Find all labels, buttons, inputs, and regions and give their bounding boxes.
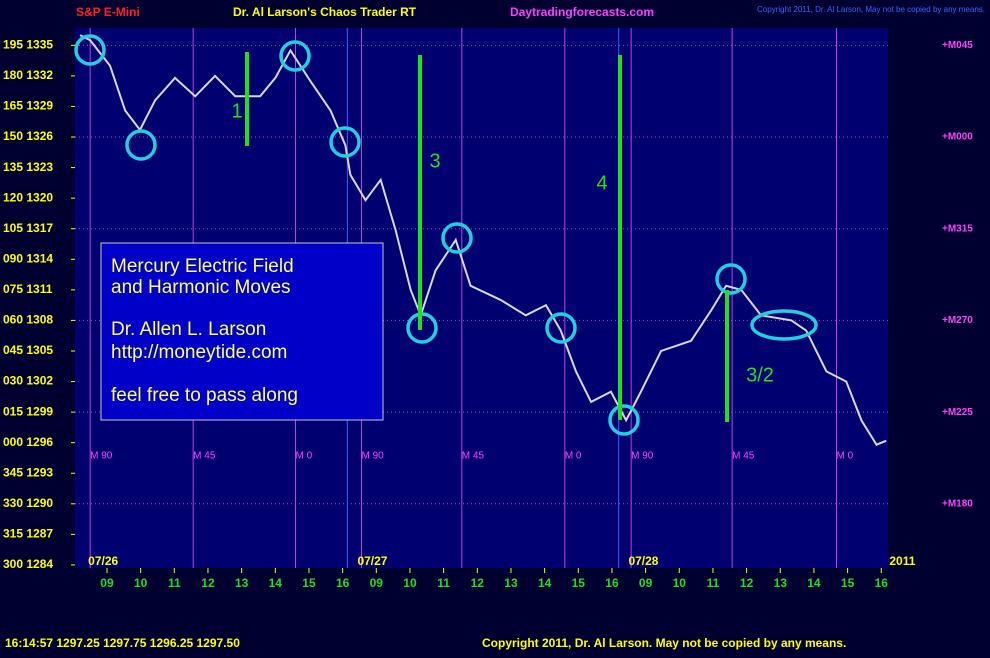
marker-label: M 90 bbox=[631, 451, 654, 462]
x-tick-label: 15 bbox=[302, 576, 316, 590]
x-tick-label: 13 bbox=[774, 576, 788, 590]
x-tick-label: 12 bbox=[740, 576, 754, 590]
annotation: 4 bbox=[596, 172, 607, 194]
chart-title: Dr. Al Larson's Chaos Trader RT bbox=[233, 5, 417, 19]
date-label: 2011 bbox=[889, 554, 915, 568]
date-label: 07/27 bbox=[357, 554, 387, 568]
marker-label: M 45 bbox=[193, 451, 216, 462]
x-tick-label: 15 bbox=[841, 576, 855, 590]
marker-label: M 45 bbox=[462, 451, 485, 462]
circles bbox=[74, 34, 818, 436]
y2-tick-label: +M315 bbox=[942, 223, 973, 234]
annotation: 1 bbox=[231, 100, 242, 122]
x-tick-label: 15 bbox=[572, 576, 586, 590]
y-tick-label: 030 1302 bbox=[3, 374, 53, 388]
x-tick-label: 12 bbox=[471, 576, 485, 590]
y-tick-label: 330 1290 bbox=[3, 496, 53, 510]
x-tick-label: 12 bbox=[201, 576, 215, 590]
note-line: http://moneytide.com bbox=[111, 342, 287, 363]
marker-label: M 0 bbox=[296, 451, 313, 462]
y-tick-label: 195 1335 bbox=[3, 37, 53, 51]
y2-tick-label: +M270 bbox=[942, 315, 973, 326]
x-tick-label: 16 bbox=[875, 576, 889, 590]
y-tick-label: 105 1317 bbox=[3, 221, 53, 235]
marker-label: M 0 bbox=[565, 451, 582, 462]
x-tick-label: 10 bbox=[673, 576, 687, 590]
copyright-top: Copyright 2011, Dr. Al Larson, May not b… bbox=[757, 5, 985, 14]
x-tick-label: 09 bbox=[100, 576, 114, 590]
y-tick-label: 315 1287 bbox=[3, 527, 53, 541]
date-label: 07/28 bbox=[628, 554, 658, 568]
site: Daytradingforecasts.com bbox=[510, 5, 654, 19]
y-tick-label: 345 1293 bbox=[3, 465, 53, 479]
y2-tick-label: +M045 bbox=[942, 40, 973, 51]
x-tick-label: 13 bbox=[504, 576, 518, 590]
marker-label: M 90 bbox=[90, 451, 113, 462]
y-tick-label: 120 1320 bbox=[3, 190, 53, 204]
x-tick-label: 14 bbox=[538, 576, 552, 590]
annotation: 3/2 bbox=[746, 364, 774, 386]
note-line: Mercury Electric Field bbox=[111, 256, 294, 277]
note-line: feel free to pass along bbox=[111, 385, 298, 406]
marker-label: M 90 bbox=[361, 451, 384, 462]
marker-label: M 0 bbox=[836, 451, 853, 462]
y2-tick-label: +M000 bbox=[942, 132, 973, 143]
y-tick-label: 135 1323 bbox=[3, 160, 53, 174]
price-line bbox=[79, 34, 887, 446]
x-tick-label: 13 bbox=[235, 576, 249, 590]
x-tick-label: 09 bbox=[639, 576, 653, 590]
y2-tick-label: +M225 bbox=[942, 407, 973, 418]
y-tick-label: 180 1332 bbox=[3, 68, 53, 82]
annotation: 3 bbox=[429, 150, 440, 172]
symbol: S&P E-Mini bbox=[76, 5, 140, 19]
y-tick-label: 075 1311 bbox=[3, 282, 53, 296]
y-tick-label: 300 1284 bbox=[3, 557, 53, 571]
note-line: Dr. Allen L. Larson bbox=[111, 319, 266, 340]
note-line: and Harmonic Moves bbox=[111, 277, 291, 298]
x-tick-label: 11 bbox=[707, 576, 720, 590]
y-tick-label: 015 1299 bbox=[3, 404, 53, 418]
x-tick-label: 14 bbox=[807, 576, 821, 590]
x-tick-label: 14 bbox=[269, 576, 283, 590]
y-tick-label: 165 1329 bbox=[3, 99, 53, 113]
y2-tick-label: +M180 bbox=[942, 498, 973, 509]
y-tick-label: 060 1308 bbox=[3, 313, 53, 327]
marker-label: M 45 bbox=[732, 451, 755, 462]
footer-quote: 16:14:57 1297.25 1297.75 1296.25 1297.50 bbox=[5, 636, 240, 650]
date-label: 07/26 bbox=[88, 554, 118, 568]
x-tick-label: 10 bbox=[403, 576, 417, 590]
x-tick-label: 11 bbox=[168, 576, 181, 590]
x-tick-label: 16 bbox=[336, 576, 350, 590]
green-bars bbox=[245, 52, 729, 422]
note-box bbox=[100, 242, 384, 421]
x-tick-label: 09 bbox=[370, 576, 384, 590]
x-tick-label: 10 bbox=[134, 576, 148, 590]
footer-copyright: Copyright 2011, Dr. Al Larson. May not b… bbox=[482, 636, 846, 650]
x-tick-label: 11 bbox=[437, 576, 450, 590]
y-tick-label: 090 1314 bbox=[3, 251, 53, 265]
y-tick-label: 000 1296 bbox=[3, 435, 53, 449]
x-tick-label: 16 bbox=[605, 576, 619, 590]
y-tick-label: 150 1326 bbox=[3, 129, 53, 143]
y-tick-label: 045 1305 bbox=[3, 343, 53, 357]
